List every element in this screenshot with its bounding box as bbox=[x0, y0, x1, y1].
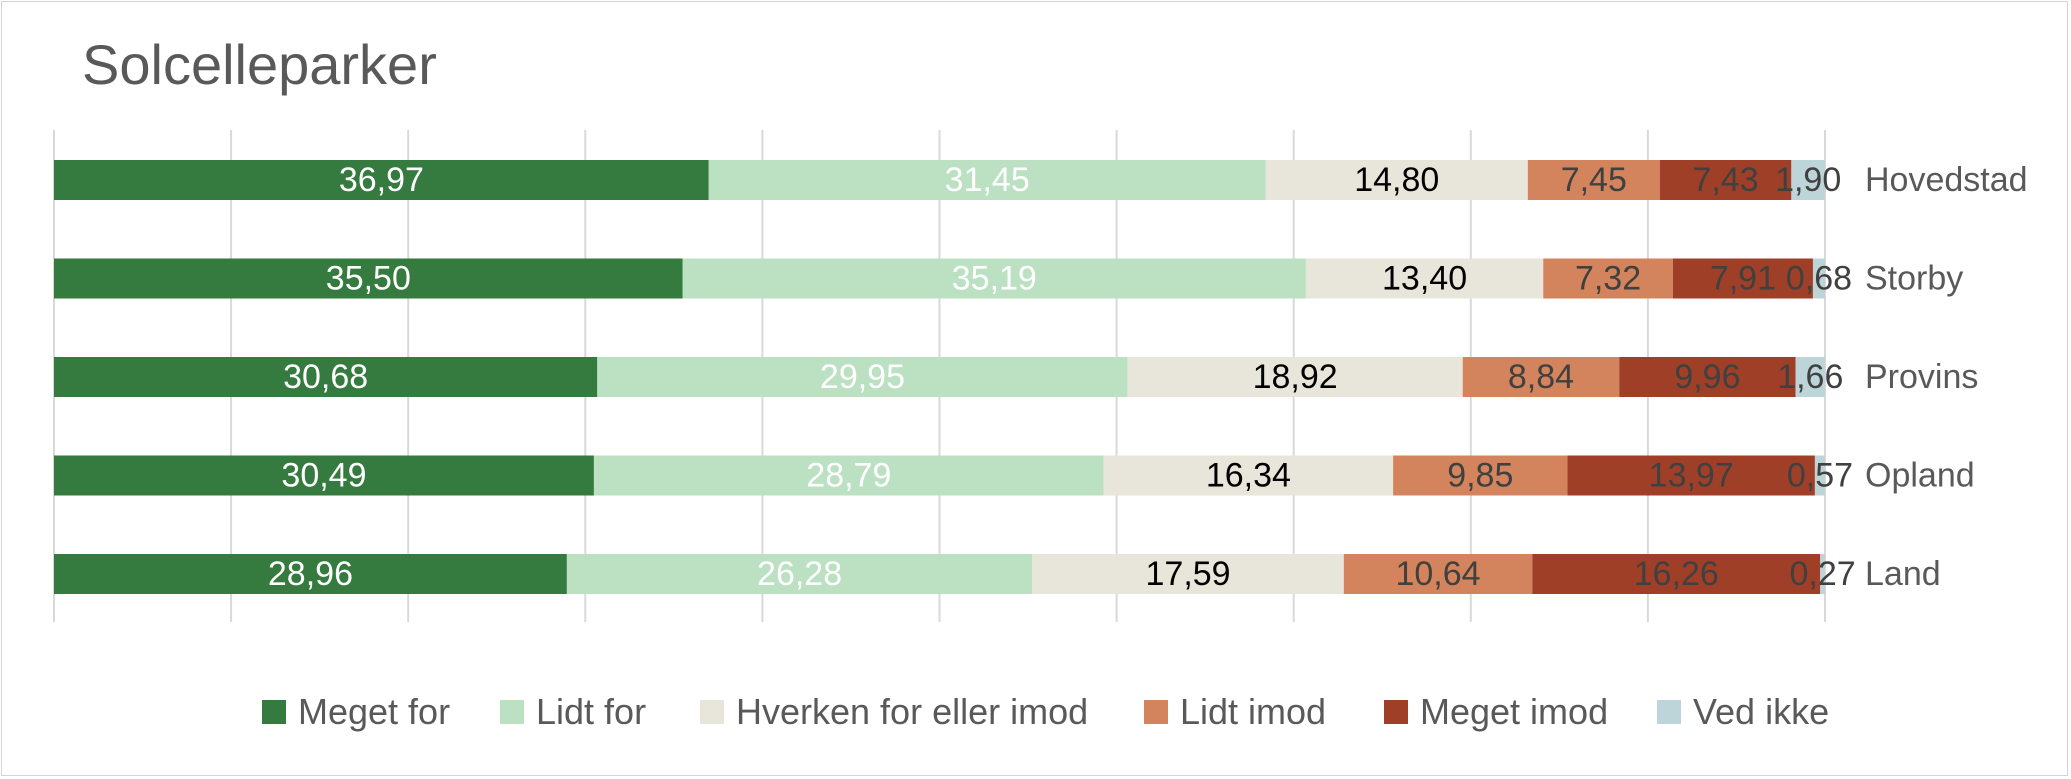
bar-segment bbox=[54, 258, 683, 299]
bar-segment bbox=[1103, 455, 1394, 496]
data-label: 35,19 bbox=[952, 260, 1037, 298]
data-label: 7,43 bbox=[1692, 161, 1758, 199]
legend-label: Meget imod bbox=[1420, 691, 1609, 732]
bar-segment bbox=[1543, 258, 1673, 299]
legend-swatch bbox=[500, 700, 524, 724]
category-label: Opland bbox=[1865, 457, 1975, 495]
bar-segment bbox=[1343, 554, 1533, 594]
data-label: 1,90 bbox=[1775, 161, 1841, 199]
category-label: Storby bbox=[1865, 260, 1963, 298]
bar-segment bbox=[1659, 160, 1792, 200]
bar-segment bbox=[1532, 554, 1821, 594]
bar-row: 30,49 28,79 16,34 9,85 13,97 0,57 bbox=[54, 455, 1853, 496]
data-label: 29,95 bbox=[820, 358, 905, 396]
category-label: Land bbox=[1865, 555, 1941, 593]
data-label: 0,68 bbox=[1786, 260, 1852, 298]
legend-swatch bbox=[1384, 700, 1408, 724]
bar-row: 35,50 35,19 13,40 7,32 7,91 0,68 bbox=[54, 258, 1852, 299]
bar-segment bbox=[593, 455, 1104, 496]
data-label: 7,45 bbox=[1561, 161, 1627, 199]
legend-label: Lidt for bbox=[536, 691, 647, 732]
bar-segment bbox=[1127, 357, 1463, 397]
data-label: 10,64 bbox=[1395, 555, 1480, 593]
legend-item: Hverken for eller imod bbox=[700, 687, 1088, 737]
category-labels: Hovedstad Storby Provins Opland Land bbox=[1865, 161, 2028, 593]
data-label: 7,91 bbox=[1710, 260, 1776, 298]
category-label: Provins bbox=[1865, 358, 1978, 396]
data-label: 13,97 bbox=[1649, 457, 1734, 495]
data-label: 28,79 bbox=[806, 457, 891, 495]
bar-segment bbox=[1462, 357, 1620, 397]
bar-segment bbox=[1305, 258, 1544, 299]
data-label: 30,49 bbox=[281, 457, 366, 495]
bar-row: 30,68 29,95 18,92 8,84 9,96 1,66 bbox=[54, 357, 1843, 397]
legend-swatch bbox=[1657, 700, 1681, 724]
data-label: 9,96 bbox=[1674, 358, 1740, 396]
legend-label: Hverken for eller imod bbox=[736, 691, 1089, 732]
legend-item: Ved ikke bbox=[1657, 687, 1829, 737]
bar-series: 36,97 31,45 14,80 7,45 7,43 1,90 35,50 35,19 13,… bbox=[54, 160, 1856, 594]
bar-segment bbox=[1393, 455, 1568, 496]
bar-segment bbox=[682, 258, 1306, 299]
bar-segment bbox=[1527, 160, 1660, 200]
bar-segment bbox=[708, 160, 1266, 200]
bar-segment bbox=[1672, 258, 1813, 299]
legend-swatch bbox=[700, 700, 724, 724]
data-label: 0,27 bbox=[1790, 555, 1856, 593]
bar-row: 28,96 26,28 17,59 10,64 16,26 0,27 bbox=[54, 554, 1856, 594]
legend-item: Meget imod bbox=[1384, 687, 1608, 737]
bar-segment bbox=[54, 554, 567, 594]
bar-segment bbox=[1795, 357, 1825, 397]
data-label: 1,66 bbox=[1777, 358, 1843, 396]
legend-item: Lidt imod bbox=[1144, 687, 1326, 737]
bar-segment bbox=[1820, 554, 1825, 594]
data-label: 28,96 bbox=[268, 555, 353, 593]
legend-item: Meget for bbox=[262, 687, 450, 737]
legend-swatch bbox=[1144, 700, 1168, 724]
data-label: 8,84 bbox=[1508, 358, 1574, 396]
data-label: 17,59 bbox=[1146, 555, 1231, 593]
data-label: 0,57 bbox=[1787, 457, 1853, 495]
category-label: Hovedstad bbox=[1865, 161, 2028, 199]
data-label: 26,28 bbox=[757, 555, 842, 593]
data-label: 31,45 bbox=[945, 161, 1030, 199]
bar-segment bbox=[54, 455, 594, 496]
data-label: 13,40 bbox=[1382, 260, 1467, 298]
legend-swatch bbox=[262, 700, 286, 724]
legend-label: Ved ikke bbox=[1693, 691, 1830, 732]
bar-segment bbox=[54, 357, 598, 397]
bar-segment bbox=[1619, 357, 1796, 397]
legend-item: Lidt for bbox=[500, 687, 646, 737]
data-label: 14,80 bbox=[1354, 161, 1439, 199]
data-label: 16,34 bbox=[1206, 457, 1291, 495]
bar-segment bbox=[1814, 455, 1825, 496]
data-label: 30,68 bbox=[283, 358, 368, 396]
chart-title: Solcelleparker bbox=[82, 33, 437, 96]
bar-segment bbox=[1812, 258, 1825, 299]
bar-segment bbox=[1567, 455, 1815, 496]
legend-label: Meget for bbox=[298, 691, 451, 732]
legend: Meget for Lidt for Hverken for eller imod L… bbox=[2, 687, 2071, 737]
bar-segment bbox=[597, 357, 1128, 397]
bar-segment bbox=[1032, 554, 1344, 594]
data-label: 9,85 bbox=[1447, 457, 1513, 495]
bar-segment bbox=[1791, 160, 1825, 200]
data-label: 18,92 bbox=[1253, 358, 1338, 396]
bar-row: 36,97 31,45 14,80 7,45 7,43 1,90 bbox=[54, 160, 1841, 200]
bar-segment bbox=[566, 554, 1033, 594]
bar-segment bbox=[1265, 160, 1528, 200]
data-label: 35,50 bbox=[326, 260, 411, 298]
data-label: 16,26 bbox=[1634, 555, 1719, 593]
legend-label: Lidt imod bbox=[1180, 691, 1327, 732]
data-label: 36,97 bbox=[339, 161, 424, 199]
bar-segment bbox=[54, 160, 709, 200]
data-label: 7,32 bbox=[1575, 260, 1641, 298]
